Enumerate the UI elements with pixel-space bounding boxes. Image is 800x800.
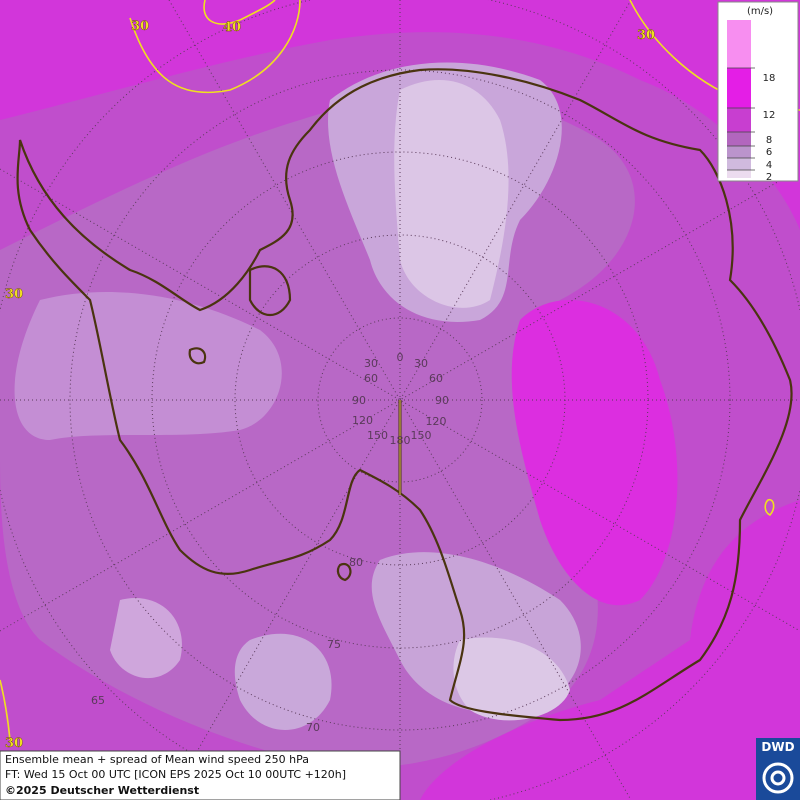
longitude-label: 30 xyxy=(414,357,428,370)
legend-label: 2 xyxy=(766,172,772,183)
latitude-label: 75 xyxy=(327,638,341,651)
logo-text: DWD xyxy=(761,740,794,754)
legend-label: 18 xyxy=(763,73,776,84)
longitude-label: 150 xyxy=(367,429,388,442)
legend-label: 6 xyxy=(766,147,772,158)
latitude-label: 70 xyxy=(306,721,320,734)
logo: DWD xyxy=(756,738,800,800)
longitude-label: 90 xyxy=(435,394,449,407)
footer: Ensemble mean + spread of Mean wind spee… xyxy=(0,750,401,800)
contour-label: 30 xyxy=(637,28,655,43)
longitude-label: 30 xyxy=(364,357,378,370)
contour-label: 30 xyxy=(5,287,23,302)
legend-unit: (m/s) xyxy=(747,6,773,17)
coastline xyxy=(16,68,793,722)
contour-label: 40 xyxy=(223,20,241,35)
contour-label: 30 xyxy=(131,19,149,34)
latitude-label: 80 xyxy=(349,556,363,569)
longitude-label: 60 xyxy=(429,372,443,385)
legend-label: 4 xyxy=(766,160,772,171)
longitude-label: 150 xyxy=(411,429,432,442)
latitude-label: 65 xyxy=(91,694,105,707)
footer-time: FT: Wed 15 Oct 00 UTC [ICON EPS 2025 Oct… xyxy=(5,768,346,781)
longitude-label: 120 xyxy=(352,414,373,427)
footer-title: Ensemble mean + spread of Mean wind spee… xyxy=(5,753,309,766)
longitude-label: 90 xyxy=(352,394,366,407)
longitude-label: 180 xyxy=(390,434,411,447)
longitude-label: 120 xyxy=(426,415,447,428)
contour-label: 30 xyxy=(5,736,23,751)
footer-copyright: ©2025 Deutscher Wetterdienst xyxy=(5,784,199,797)
legend: (m/s) 24 68 12 18 xyxy=(717,1,799,183)
longitude-label: 0 xyxy=(397,351,404,364)
legend-label: 12 xyxy=(763,110,776,121)
longitude-label: 60 xyxy=(364,372,378,385)
legend-label: 8 xyxy=(766,135,772,146)
